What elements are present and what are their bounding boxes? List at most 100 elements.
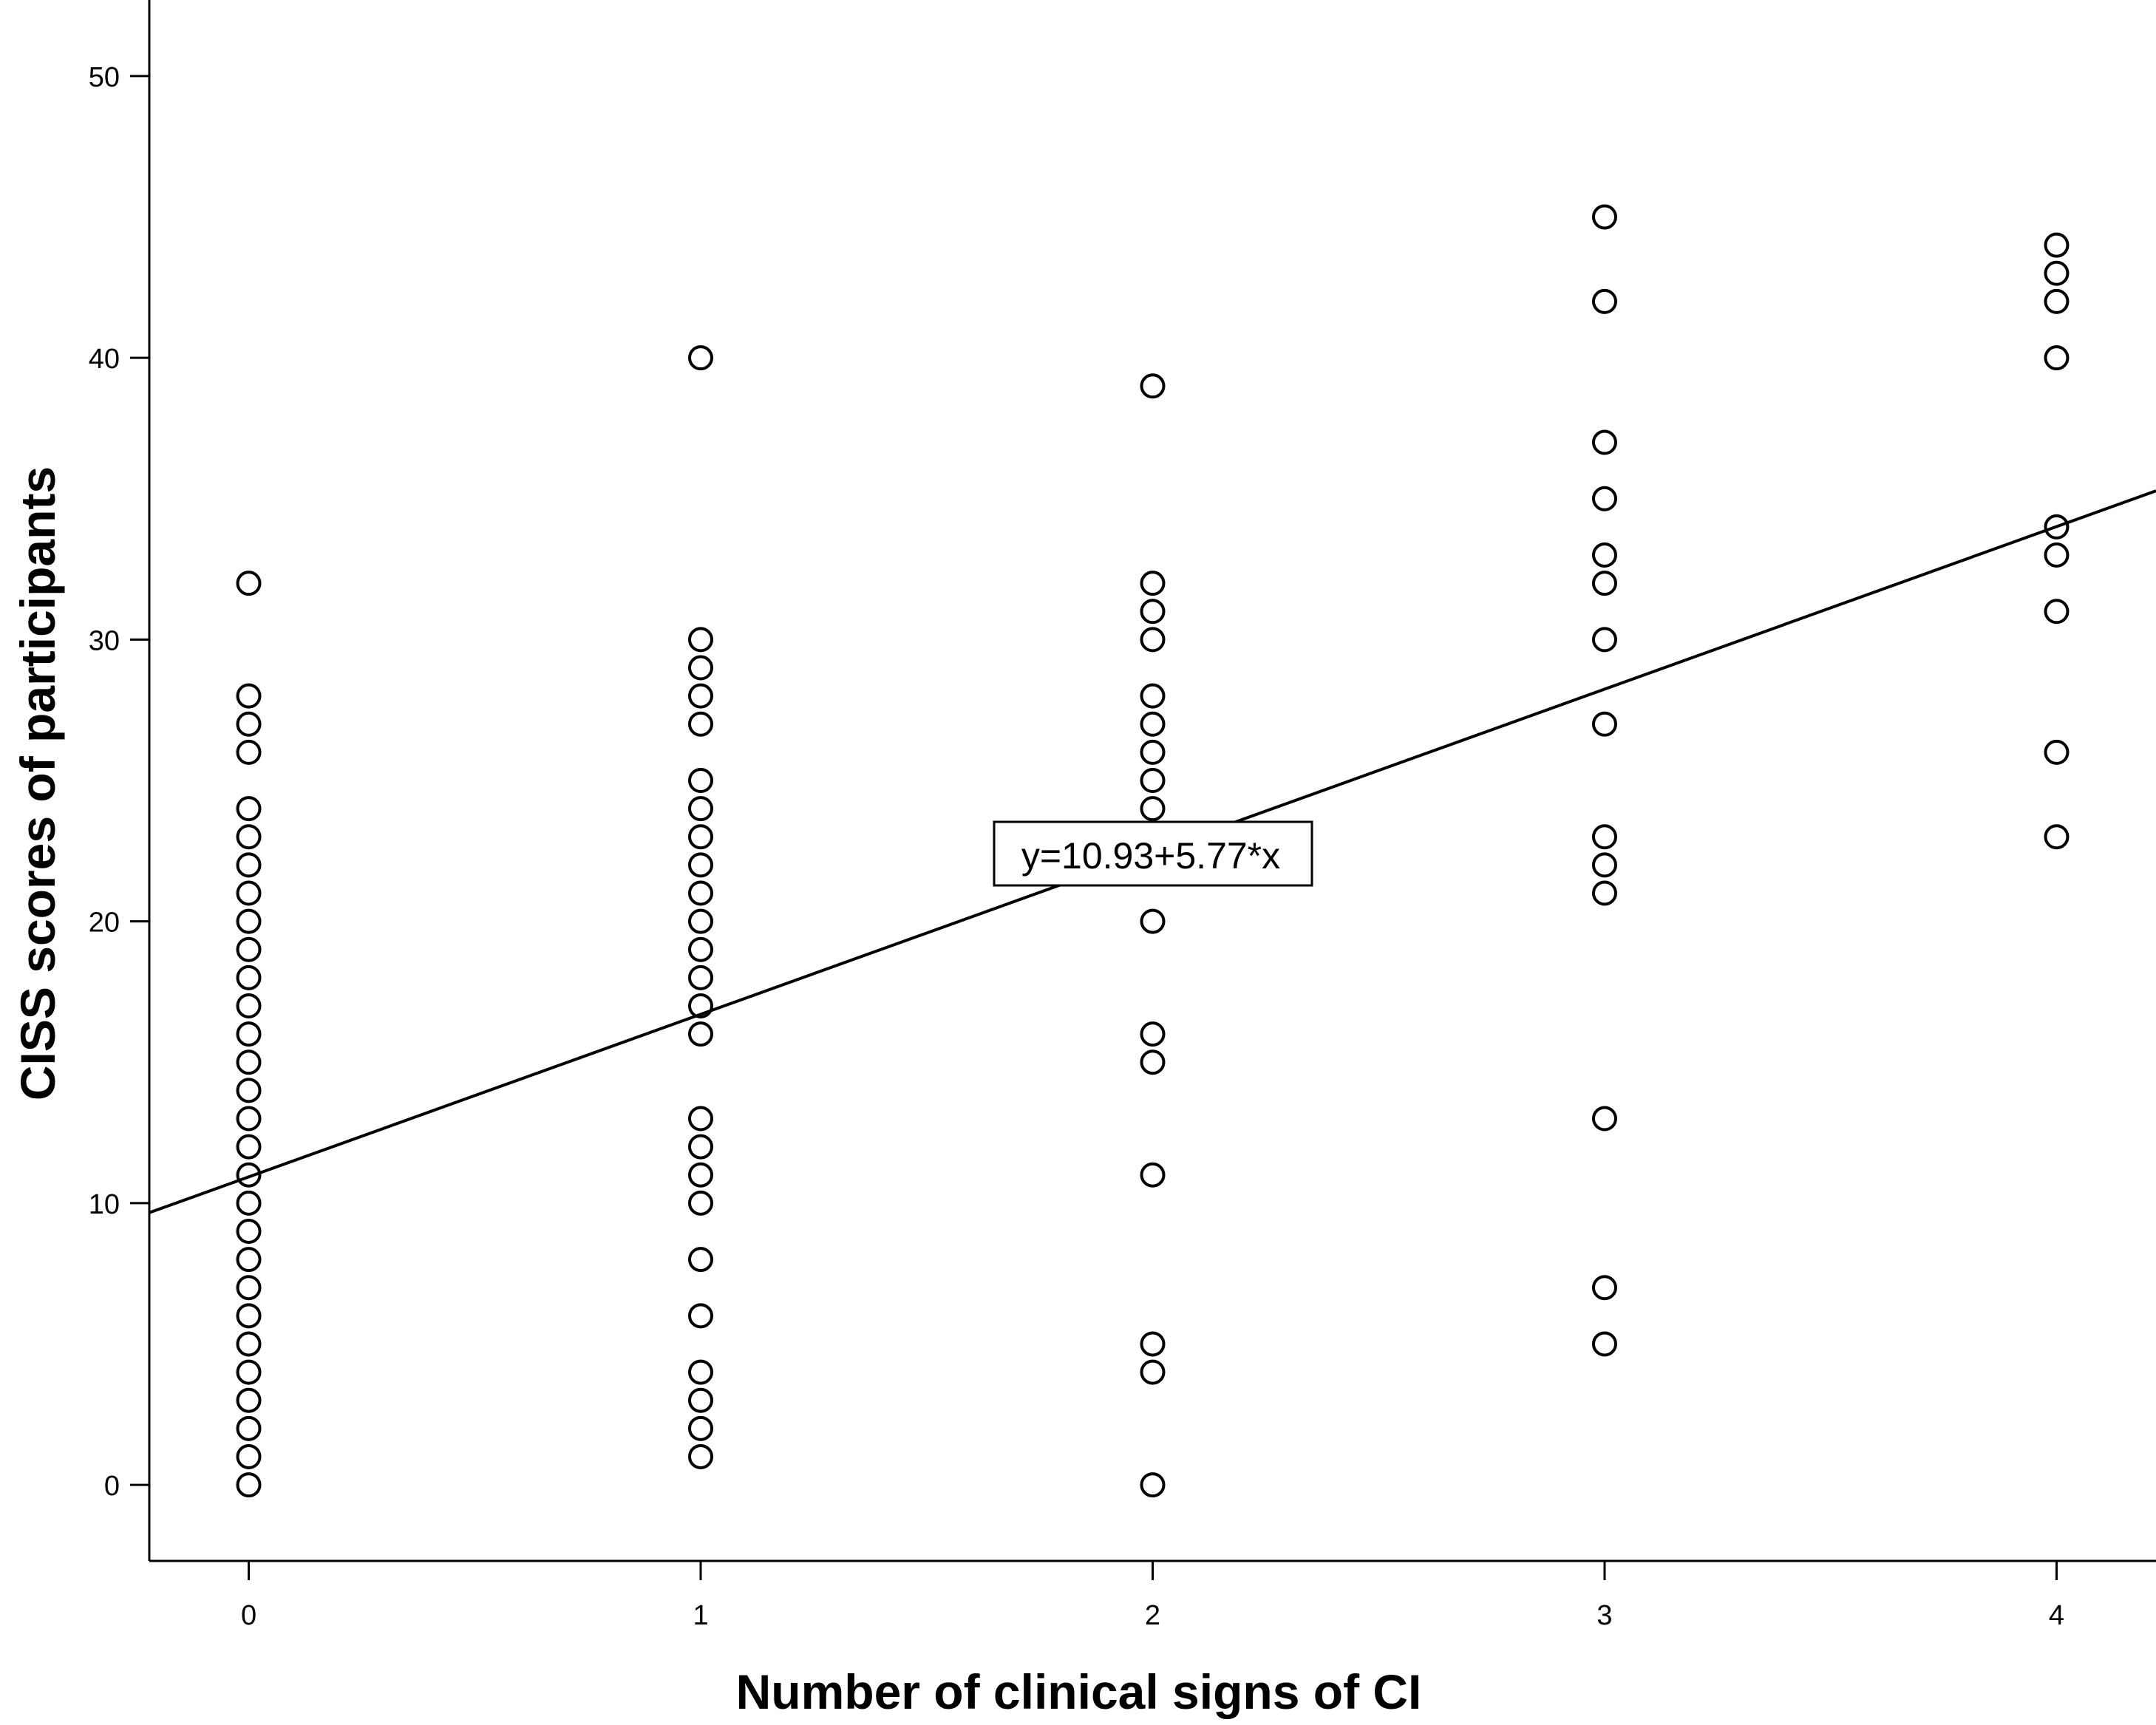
data-point: [236, 1049, 262, 1075]
data-point: [236, 1443, 262, 1469]
data-point: [1140, 627, 1166, 653]
equation-box-border: [993, 820, 1313, 887]
data-point: [236, 1415, 262, 1441]
data-point: [1591, 288, 1617, 314]
data-point: [236, 964, 262, 990]
equation-label: y=10.93+5.77*x: [1021, 835, 1280, 877]
data-point: [688, 1359, 714, 1385]
x-tick-label: 0: [241, 1600, 256, 1631]
y-tick-label: 40: [89, 344, 120, 375]
data-point: [236, 796, 262, 822]
data-point: [1591, 852, 1617, 878]
data-point: [2044, 288, 2070, 314]
y-tick-label: 20: [89, 908, 120, 939]
data-point: [1140, 571, 1166, 596]
y-tick-label: 30: [89, 625, 120, 656]
data-point: [1591, 880, 1617, 906]
data-point: [236, 1021, 262, 1047]
data-point: [1591, 627, 1617, 653]
data-point: [1140, 796, 1166, 822]
data-point: [688, 993, 714, 1018]
data-point: [236, 1359, 262, 1385]
data-point: [688, 1247, 714, 1273]
data-point: [688, 1190, 714, 1216]
data-point: [236, 1387, 262, 1413]
data-point: [2044, 599, 2070, 625]
data-point: [1591, 542, 1617, 568]
data-point: [1591, 204, 1617, 230]
data-point: [688, 1415, 714, 1441]
data-point: [236, 1106, 262, 1132]
data-point: [2044, 345, 2070, 371]
data-point: [688, 1134, 714, 1160]
data-point: [688, 1387, 714, 1413]
data-point: [1591, 711, 1617, 737]
data-point: [688, 796, 714, 822]
data-point: [1591, 571, 1617, 596]
y-tick-label: 10: [89, 1189, 120, 1220]
y-tick-label: 50: [89, 62, 120, 93]
points-layer: [236, 204, 2070, 1498]
data-point: [236, 1218, 262, 1244]
data-point: [1140, 711, 1166, 737]
data-point: [688, 1021, 714, 1047]
data-point: [2044, 824, 2070, 850]
data-point: [688, 768, 714, 793]
data-point: [2044, 739, 2070, 765]
data-point: [1140, 1162, 1166, 1188]
data-point: [688, 908, 714, 934]
data-point: [236, 571, 262, 596]
data-point: [1140, 599, 1166, 625]
data-point: [1140, 1359, 1166, 1385]
data-point: [1140, 373, 1166, 399]
y-tick-label: 0: [104, 1471, 120, 1502]
data-point: [1591, 1275, 1617, 1301]
x-tick-label: 3: [1596, 1600, 1612, 1631]
data-point: [1140, 1049, 1166, 1075]
data-point: [1140, 908, 1166, 934]
data-point: [688, 711, 714, 737]
data-point: [2044, 514, 2070, 540]
data-point: [236, 1162, 262, 1188]
data-point: [1591, 1331, 1617, 1357]
data-point: [236, 1331, 262, 1357]
data-point: [1140, 768, 1166, 793]
data-point: [236, 824, 262, 850]
data-point: [2044, 260, 2070, 286]
data-point: [236, 1190, 262, 1216]
data-point: [1140, 739, 1166, 765]
data-point: [236, 711, 262, 737]
data-point: [236, 852, 262, 878]
data-point: [236, 1134, 262, 1160]
data-point: [688, 655, 714, 681]
data-point: [688, 1303, 714, 1329]
data-point: [236, 936, 262, 962]
x-tick-label: 4: [2049, 1600, 2064, 1631]
data-point: [688, 964, 714, 990]
data-point: [1591, 486, 1617, 511]
data-point: [1140, 1331, 1166, 1357]
data-point: [2044, 542, 2070, 568]
data-point: [236, 1078, 262, 1103]
data-point: [688, 627, 714, 653]
data-point: [688, 1162, 714, 1188]
data-point: [1591, 824, 1617, 850]
data-point: [688, 880, 714, 906]
data-point: [1140, 683, 1166, 709]
data-point: [688, 852, 714, 878]
data-point: [236, 880, 262, 906]
data-point: [236, 1275, 262, 1301]
ticks-layer: 0 10 20 30 40 50 0 1 2 3 4: [89, 62, 2064, 1631]
data-point: [688, 1443, 714, 1469]
data-point: [1140, 1021, 1166, 1047]
data-point: [688, 345, 714, 371]
data-point: [236, 1303, 262, 1329]
data-point: [688, 1106, 714, 1132]
data-point: [236, 739, 262, 765]
x-axis-title: Number of clinical signs of CI: [736, 1664, 1422, 1719]
data-point: [236, 683, 262, 709]
x-tick-label: 1: [693, 1600, 708, 1631]
data-point: [236, 908, 262, 934]
data-point: [2044, 232, 2070, 258]
